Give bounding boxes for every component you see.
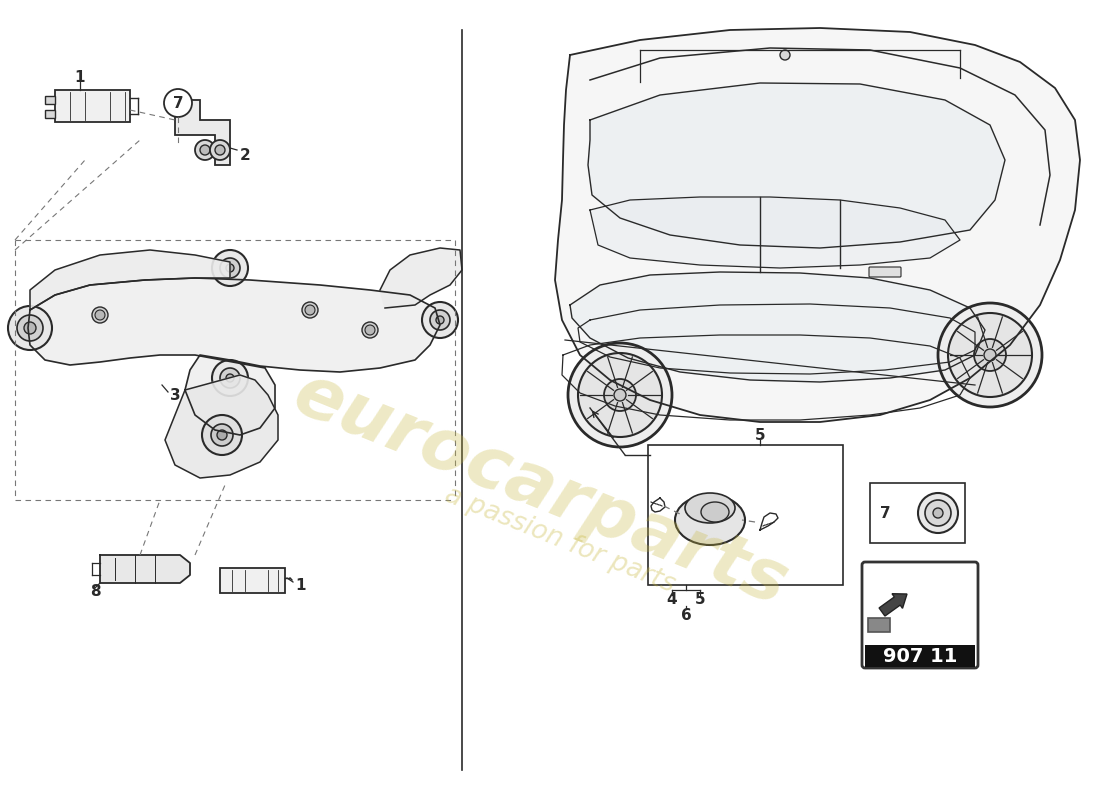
- Bar: [865, 645, 975, 667]
- Bar: [220, 568, 285, 593]
- Circle shape: [362, 322, 378, 338]
- Text: 5: 5: [755, 427, 766, 442]
- Circle shape: [202, 415, 242, 455]
- FancyArrow shape: [879, 594, 908, 616]
- Text: 8: 8: [90, 585, 100, 599]
- Circle shape: [92, 307, 108, 323]
- Polygon shape: [570, 272, 984, 382]
- Circle shape: [226, 264, 234, 272]
- Text: 4: 4: [667, 593, 678, 607]
- Circle shape: [200, 145, 210, 155]
- Polygon shape: [590, 197, 960, 268]
- Circle shape: [925, 500, 952, 526]
- FancyBboxPatch shape: [862, 562, 978, 668]
- Circle shape: [436, 316, 444, 324]
- Polygon shape: [379, 248, 462, 308]
- Bar: [870, 483, 965, 543]
- Text: 1: 1: [295, 578, 306, 593]
- Polygon shape: [28, 278, 440, 435]
- Circle shape: [16, 315, 43, 341]
- Circle shape: [24, 322, 36, 334]
- Circle shape: [948, 313, 1032, 397]
- Circle shape: [568, 343, 672, 447]
- Circle shape: [614, 389, 626, 401]
- Polygon shape: [556, 28, 1080, 422]
- Circle shape: [780, 50, 790, 60]
- Bar: [648, 445, 843, 585]
- Circle shape: [8, 306, 52, 350]
- FancyBboxPatch shape: [868, 618, 890, 632]
- Text: 6: 6: [681, 607, 692, 622]
- Circle shape: [305, 305, 315, 315]
- Circle shape: [195, 140, 214, 160]
- Circle shape: [984, 349, 996, 361]
- Circle shape: [578, 353, 662, 437]
- Polygon shape: [588, 83, 1005, 248]
- Circle shape: [164, 89, 192, 117]
- Text: eurocarparts: eurocarparts: [283, 359, 798, 621]
- Circle shape: [220, 368, 240, 388]
- Circle shape: [212, 360, 248, 396]
- Ellipse shape: [675, 495, 745, 545]
- Circle shape: [220, 258, 240, 278]
- Circle shape: [211, 424, 233, 446]
- Text: 2: 2: [240, 147, 251, 162]
- Circle shape: [214, 145, 225, 155]
- Bar: [45, 110, 55, 118]
- Circle shape: [604, 379, 636, 411]
- Polygon shape: [175, 100, 230, 165]
- Circle shape: [217, 430, 227, 440]
- Circle shape: [95, 310, 104, 320]
- Text: 907 11: 907 11: [883, 646, 957, 666]
- Text: a passion for parts: a passion for parts: [441, 482, 679, 598]
- FancyBboxPatch shape: [869, 267, 901, 277]
- Polygon shape: [100, 555, 190, 583]
- Circle shape: [422, 302, 458, 338]
- Ellipse shape: [685, 493, 735, 523]
- Text: 7: 7: [173, 95, 184, 110]
- Circle shape: [212, 250, 248, 286]
- Text: 3: 3: [169, 387, 180, 402]
- Circle shape: [938, 303, 1042, 407]
- Circle shape: [226, 374, 234, 382]
- Circle shape: [918, 493, 958, 533]
- Polygon shape: [165, 375, 278, 478]
- Circle shape: [302, 302, 318, 318]
- Ellipse shape: [701, 502, 729, 522]
- Circle shape: [430, 310, 450, 330]
- Circle shape: [210, 140, 230, 160]
- Circle shape: [933, 508, 943, 518]
- Text: 7: 7: [880, 506, 890, 521]
- Text: 5: 5: [695, 593, 705, 607]
- Circle shape: [974, 339, 1006, 371]
- Polygon shape: [30, 250, 230, 310]
- Text: 1: 1: [75, 70, 86, 86]
- Circle shape: [365, 325, 375, 335]
- FancyBboxPatch shape: [55, 90, 130, 122]
- Bar: [45, 96, 55, 104]
